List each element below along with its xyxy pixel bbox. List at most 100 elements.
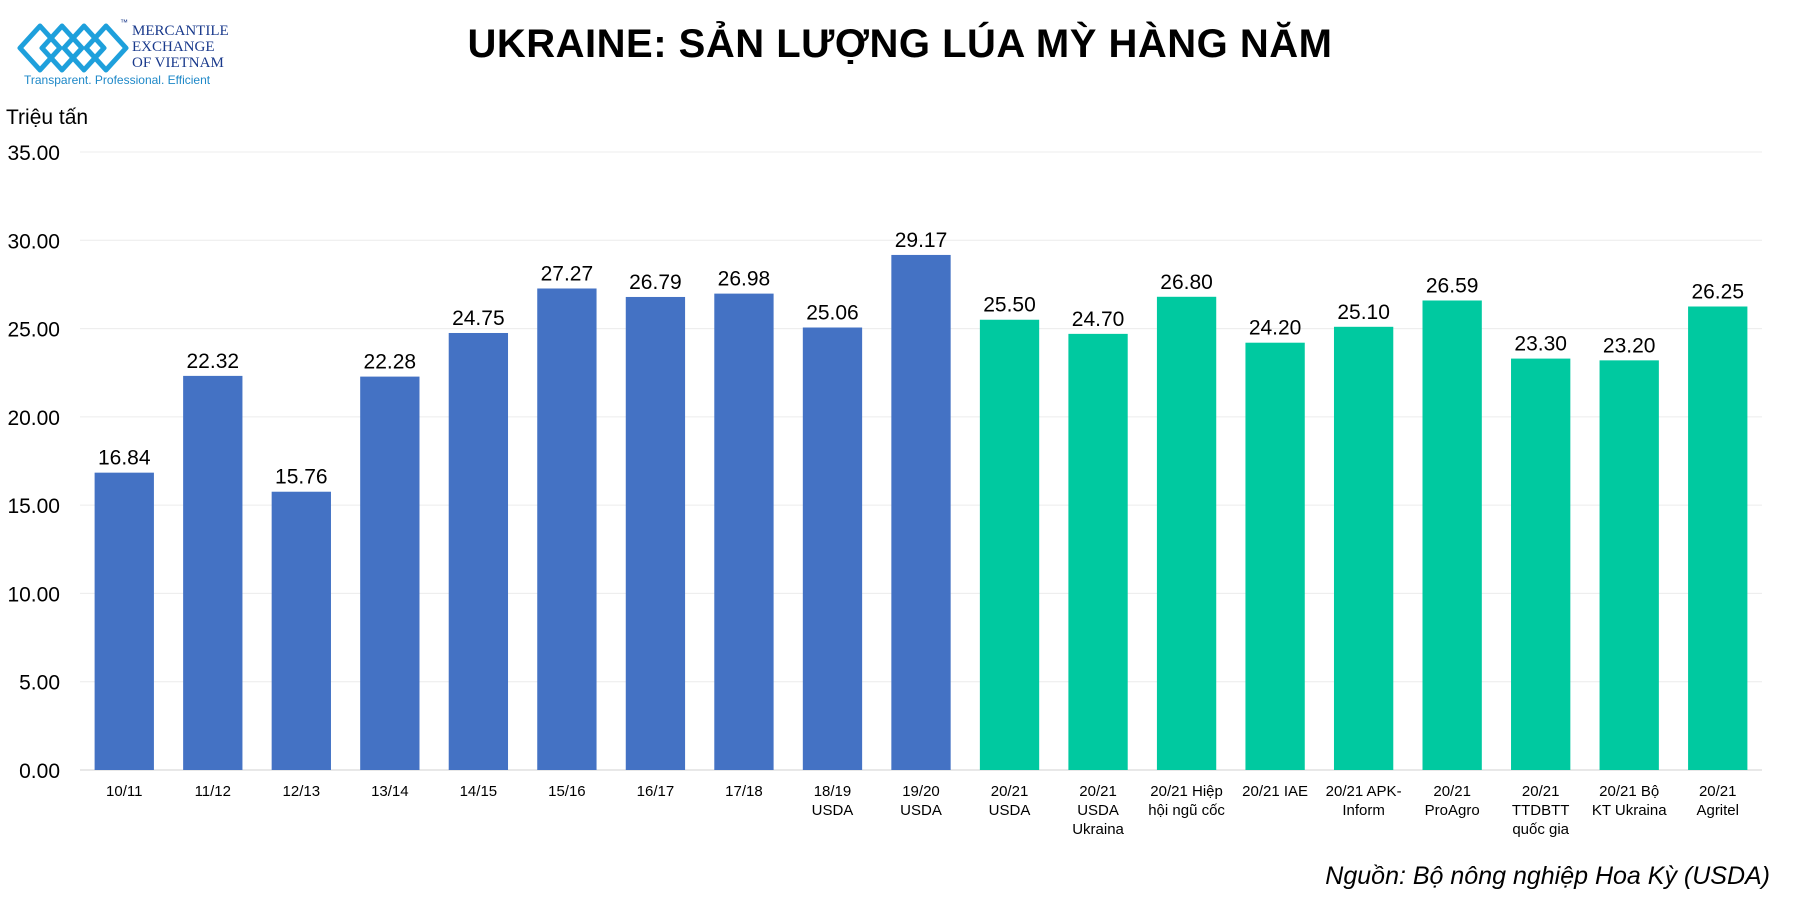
bar: [1688, 306, 1748, 770]
x-tick-label-line: Ukraina: [1072, 821, 1124, 838]
x-tick-label-line: 12/13: [283, 783, 321, 800]
x-tick-label-line: Inform: [1342, 802, 1385, 819]
x-tick-label-line: USDA: [1077, 802, 1119, 819]
x-tick-label-line: 20/21: [1433, 783, 1471, 800]
x-tick-label: 19/20 USDA: [900, 783, 942, 819]
x-tick-label-line: 20/21: [1699, 783, 1737, 800]
data-label: 29.17: [895, 229, 948, 252]
bar: [714, 293, 774, 770]
x-tick-label-line: 20/21: [1522, 783, 1560, 800]
bar: [1511, 358, 1571, 770]
data-label: 23.20: [1603, 334, 1656, 357]
value-labels: 16.84 22.32 15.76 22.28 24.75 27.27 26.79 26.98…: [98, 229, 1744, 489]
bar: [625, 296, 686, 770]
data-label: 27.27: [541, 262, 594, 285]
x-tick-label-line: 16/17: [637, 783, 675, 800]
x-tick-label: 17/18: [725, 783, 763, 800]
bar: [94, 472, 154, 770]
data-label: 25.06: [806, 302, 859, 325]
x-tick-label-line: USDA: [900, 802, 942, 819]
x-tick-label: 16/17: [637, 783, 675, 800]
data-label: 23.30: [1514, 333, 1567, 356]
x-tick-label: 11/12: [195, 783, 231, 800]
x-tick-label: 13/14: [371, 783, 409, 800]
bar: [802, 327, 863, 770]
data-label: 24.70: [1072, 308, 1125, 331]
y-axis-ticks: 0.00 5.00 10.00 15.00 20.00 25.00 30.00 35.00: [7, 142, 60, 783]
data-label: 24.20: [1249, 317, 1302, 340]
x-tick-label-line: 15/16: [548, 783, 586, 800]
x-tick-label-line: Agritel: [1696, 802, 1739, 819]
y-tick-label: 5.00: [19, 672, 60, 695]
y-tick-label: 15.00: [7, 495, 60, 518]
data-label: 22.28: [364, 351, 417, 374]
source-note: Nguồn: Bộ nông nghiệp Hoa Kỳ (USDA): [1325, 862, 1770, 890]
x-tick-label-line: KT Ukraina: [1592, 802, 1667, 819]
y-tick-label: 20.00: [7, 407, 60, 430]
x-tick-label: 20/21 IAE: [1242, 783, 1308, 800]
bar: [1333, 326, 1394, 770]
bar: [1599, 360, 1659, 770]
bar: [537, 288, 597, 770]
data-label: 26.98: [718, 268, 771, 291]
x-tick-label: 18/19 USDA: [812, 783, 854, 819]
x-tick-label-line: TTDBTT: [1512, 802, 1570, 819]
data-label: 26.79: [629, 271, 682, 294]
y-tick-label: 30.00: [7, 230, 60, 253]
logo-line-3: OF VIETNAM: [132, 55, 224, 71]
x-tick-label: 20/21 USDA: [989, 783, 1031, 819]
x-tick-label-line: 20/21 IAE: [1242, 783, 1308, 800]
x-tick-label-line: USDA: [989, 802, 1031, 819]
x-axis-ticks: 10/11 11/12 12/13 13/14 14/15 15/16 16/17 17/18…: [106, 783, 1739, 838]
x-tick-label-line: 11/12: [195, 783, 231, 800]
x-tick-label-line: 18/19: [814, 783, 852, 800]
data-label: 26.80: [1160, 271, 1213, 294]
bars: [94, 254, 1748, 770]
x-tick-label-line: quốc gia: [1512, 821, 1569, 838]
y-axis-unit-label: Triệu tấn: [6, 106, 89, 129]
mxv-logo: MERCANTILE EXCHANGE OF VIETNAM ™ Transpa…: [17, 18, 229, 87]
x-tick-label-line: 20/21 APK-: [1326, 783, 1402, 800]
x-tick-label-line: 10/11: [106, 783, 142, 800]
y-tick-label: 35.00: [7, 142, 60, 165]
x-tick-label-line: hội ngũ cốc: [1148, 802, 1225, 819]
x-tick-label-line: USDA: [812, 802, 854, 819]
bar: [271, 491, 331, 770]
x-tick-label-line: ProAgro: [1425, 802, 1480, 819]
x-tick-label: 12/13: [283, 783, 321, 800]
x-tick-label: 20/21 USDA Ukraina: [1072, 783, 1124, 838]
data-label: 26.59: [1426, 274, 1479, 297]
x-tick-label: 15/16: [548, 783, 586, 800]
x-tick-label-line: 13/14: [371, 783, 409, 800]
bar: [1422, 300, 1482, 770]
bar: [183, 375, 243, 770]
data-label: 26.25: [1691, 281, 1744, 304]
bar: [979, 319, 1040, 770]
bar: [360, 376, 420, 770]
x-tick-label-line: 20/21: [991, 783, 1029, 800]
logo-line-1: MERCANTILE: [132, 23, 229, 39]
data-label: 15.76: [275, 466, 328, 489]
data-label: 25.10: [1337, 301, 1390, 324]
bar: [891, 254, 951, 770]
x-tick-label: 20/21 Bộ KT Ukraina: [1592, 783, 1667, 819]
x-tick-label-line: 19/20: [902, 783, 940, 800]
y-tick-label: 0.00: [19, 760, 60, 783]
data-label: 22.32: [187, 350, 240, 373]
logo-line-2: EXCHANGE: [132, 39, 215, 55]
x-tick-label-line: 20/21 Bộ: [1599, 783, 1659, 800]
bar: [448, 332, 509, 770]
logo-tagline: Transparent. Professional. Efficient: [24, 73, 211, 87]
bar: [1068, 333, 1128, 770]
x-tick-label: 20/21 ProAgro: [1425, 783, 1480, 819]
data-label: 16.84: [98, 447, 151, 470]
data-label: 25.50: [983, 294, 1036, 317]
x-tick-label: 20/21 TTDBTT quốc gia: [1512, 783, 1570, 838]
x-tick-label-line: 14/15: [460, 783, 498, 800]
x-tick-label-line: 17/18: [725, 783, 763, 800]
x-tick-label-line: 20/21 Hiệp: [1150, 783, 1223, 800]
y-tick-label: 25.00: [7, 319, 60, 342]
chart-title: UKRAINE: SẢN LƯỢNG LÚA MỲ HÀNG NĂM: [467, 22, 1333, 66]
bar: [1245, 342, 1305, 770]
